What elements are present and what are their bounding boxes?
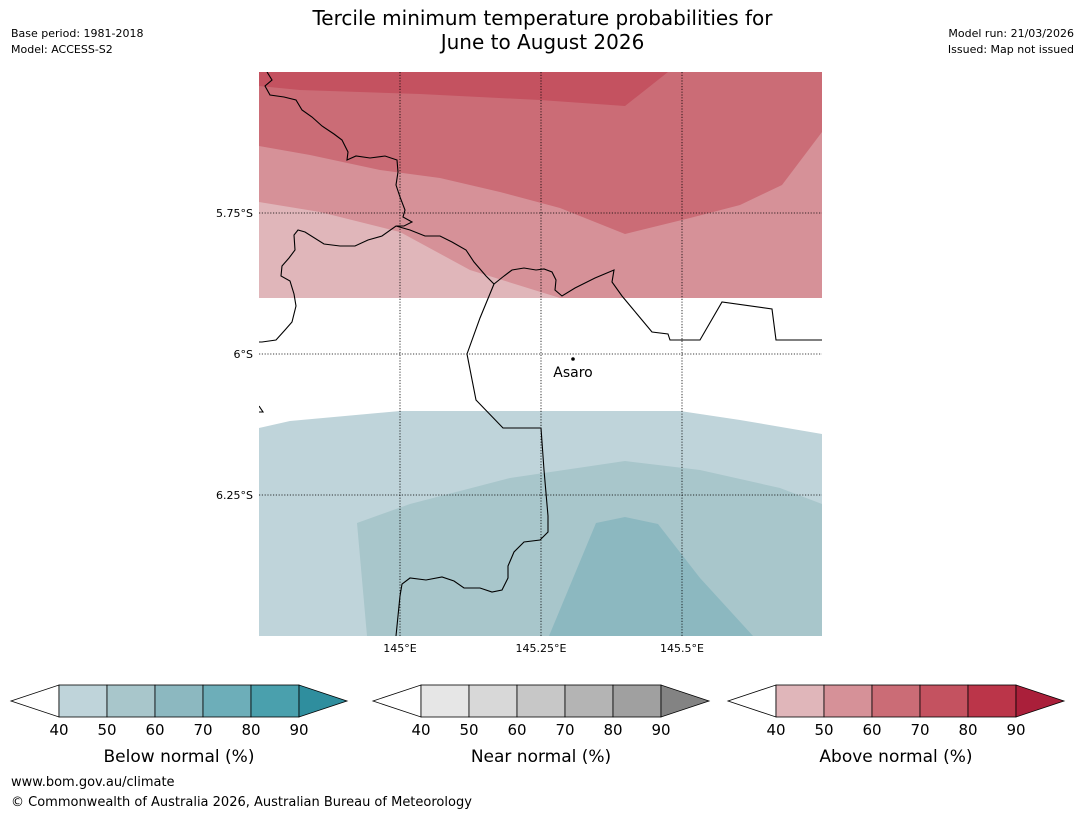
meta-left: Base period: 1981-2018 Model: ACCESS-S2: [11, 26, 143, 58]
province-border: [259, 405, 265, 413]
colorbar-swatch: [420, 684, 470, 718]
cb-below-tick-60: 60: [145, 721, 164, 739]
colorbar-swatch: [58, 684, 108, 718]
lon-label-145: 145°E: [383, 642, 416, 655]
cb-above-tick-60: 60: [862, 721, 881, 739]
colorbar-under-arrow: [9, 684, 60, 718]
cb-near-tick-40: 40: [411, 721, 430, 739]
cb-above-tick-80: 80: [958, 721, 977, 739]
map-title: Tercile minimum temperature probabilitie…: [0, 6, 1085, 54]
cb-below-tick-80: 80: [241, 721, 260, 739]
cb-above-tick-50: 50: [814, 721, 833, 739]
cb-above-tick-40: 40: [766, 721, 785, 739]
lat-label-6-25: 6.25°S: [216, 489, 253, 502]
cb-above-tick-90: 90: [1006, 721, 1025, 739]
footer-url: www.bom.gov.au/climate: [11, 775, 175, 790]
place-label-asaro: Asaro: [553, 365, 592, 381]
colorbar-above-normal-swatches: [726, 684, 1066, 718]
cb-near-title: Near normal (%): [471, 747, 611, 767]
lon-label-145-5: 145.5°E: [660, 642, 704, 655]
meta-right: Model run: 21/03/2026 Issued: Map not is…: [948, 26, 1074, 58]
issued-status: Issued: Map not issued: [947, 43, 1074, 56]
cb-below-tick-70: 70: [193, 721, 212, 739]
colorbar-swatch: [202, 684, 252, 718]
base-period: Base period: 1981-2018: [11, 27, 144, 40]
model-name: Model: ACCESS-S2: [11, 43, 113, 56]
colorbar-near-normal-swatches: [371, 684, 711, 718]
colorbar-swatch: [823, 684, 873, 718]
province-border: [395, 283, 549, 636]
cb-below-title: Below normal (%): [104, 747, 255, 767]
colorbar-over-arrow: [298, 684, 349, 718]
model-run: Model run: 21/03/2026: [948, 27, 1074, 40]
colorbar-over-arrow: [660, 684, 711, 718]
cb-near-tick-50: 50: [459, 721, 478, 739]
colorbar-swatch: [871, 684, 921, 718]
colorbar-swatch: [967, 684, 1017, 718]
colorbar-below-normal: 40 50 60 70 80 90 Below normal (%): [9, 684, 349, 767]
colorbar-below-normal-swatches: [9, 684, 349, 718]
below-normal-60-band: [549, 517, 753, 636]
title-line-2: June to August 2026: [440, 30, 645, 54]
colorbar-under-arrow: [726, 684, 777, 718]
cb-above-title: Above normal (%): [819, 747, 972, 767]
lat-label-6: 6°S: [234, 348, 253, 361]
colorbar-swatch: [154, 684, 204, 718]
colorbar-above-normal: 40 50 60 70 80 90 Above normal (%): [726, 684, 1066, 767]
lat-label-5-75: 5.75°S: [216, 207, 253, 220]
province-border: [259, 72, 414, 343]
footer-copyright: © Commonwealth of Australia 2026, Austra…: [11, 795, 472, 810]
cb-near-tick-70: 70: [555, 721, 574, 739]
title-line-1: Tercile minimum temperature probabilitie…: [312, 6, 773, 30]
asaro-location-marker: [571, 357, 575, 361]
colorbar-swatch: [564, 684, 614, 718]
colorbar-over-arrow: [1015, 684, 1066, 718]
colorbar-near-normal: 40 50 60 70 80 90 Near normal (%): [371, 684, 711, 767]
cb-below-tick-50: 50: [97, 721, 116, 739]
colorbar-swatch: [919, 684, 969, 718]
probability-map: [259, 72, 822, 636]
cb-below-tick-90: 90: [289, 721, 308, 739]
cb-near-tick-80: 80: [603, 721, 622, 739]
lon-label-145-25: 145.25°E: [516, 642, 567, 655]
colorbar-swatch: [516, 684, 566, 718]
cb-below-tick-40: 40: [49, 721, 68, 739]
cb-near-tick-90: 90: [651, 721, 670, 739]
colorbar-swatch: [612, 684, 662, 718]
cb-above-tick-70: 70: [910, 721, 929, 739]
cb-near-tick-60: 60: [507, 721, 526, 739]
above-normal-60-band: [259, 72, 822, 234]
above-normal-70-band: [259, 72, 668, 106]
colorbar-swatch: [775, 684, 825, 718]
colorbar-swatch: [250, 684, 300, 718]
province-border: [395, 225, 822, 341]
colorbar-under-arrow: [371, 684, 422, 718]
colorbar-swatch: [468, 684, 518, 718]
colorbar-swatch: [106, 684, 156, 718]
